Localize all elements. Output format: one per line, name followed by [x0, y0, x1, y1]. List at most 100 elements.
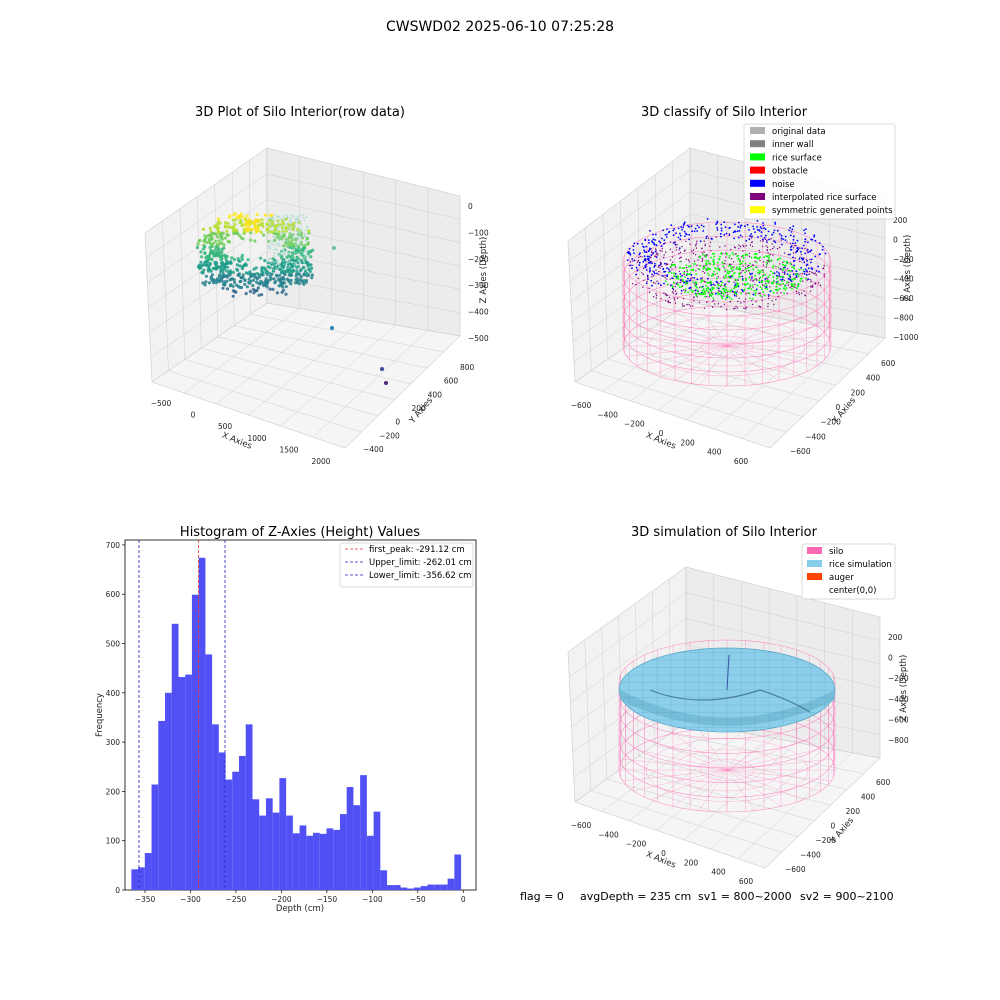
raw-3d-points [195, 212, 388, 385]
classify-interpolated-point [810, 286, 812, 288]
raw-3d-point [300, 226, 303, 229]
classify-rice-surface-point [767, 276, 770, 279]
classify-rice-surface-point [700, 281, 703, 283]
raw-3d-point [260, 293, 264, 297]
classify-rice-surface-point [698, 292, 701, 295]
classify-noise-point [663, 270, 665, 273]
histogram-bar [265, 798, 273, 890]
raw-3d-point [290, 267, 293, 270]
classify-rice-surface-point [706, 268, 709, 271]
raw-3d-point [283, 272, 287, 276]
classify-rice-surface-point [763, 256, 766, 259]
simulation-3d-x-tick-label: −400 [598, 830, 619, 839]
classify-interpolated-point [792, 252, 795, 254]
raw-3d-point [271, 229, 274, 232]
classify-noise-point [773, 240, 775, 243]
histogram-bar [420, 886, 428, 890]
classify-noise-point [639, 252, 641, 255]
classify-interpolated-point [642, 273, 644, 276]
classify-noise-point [792, 273, 795, 276]
classify-rice-surface-point [788, 274, 791, 277]
raw-3d-point [280, 224, 283, 226]
raw-3d-point [273, 236, 276, 238]
raw-3d-point [257, 282, 261, 286]
classify-noise-point [775, 281, 778, 283]
raw-3d-outlier-point [332, 246, 336, 250]
classify-3d-y-tick-label: 400 [866, 374, 881, 383]
raw-3d-point [270, 226, 273, 228]
classify-rice-surface-point [797, 285, 799, 288]
classify-rice-surface-point [704, 254, 707, 256]
classify-noise-point [740, 224, 743, 227]
classify-interpolated-point [809, 258, 811, 261]
classify-rice-surface-point [717, 284, 720, 287]
classify-rice-surface-point [777, 280, 780, 283]
raw-3d-point [281, 266, 285, 270]
classify-interpolated-point [790, 263, 793, 266]
classify-noise-point [666, 228, 668, 231]
histogram-bar [212, 724, 219, 890]
raw-3d-point [216, 235, 220, 239]
classify-interpolated-point [813, 273, 815, 275]
classify-noise-point [815, 270, 818, 272]
classify-rice-surface-point [684, 280, 687, 283]
classify-noise-point [632, 249, 635, 251]
raw-3d-point [260, 281, 264, 285]
raw-3d-point [236, 257, 240, 261]
raw-3d-x-tick-label: 500 [218, 422, 233, 431]
raw-3d-point [270, 223, 272, 226]
raw-3d-point [272, 268, 275, 271]
raw-3d-point [295, 269, 299, 273]
classify-rice-surface-point [701, 289, 704, 292]
classify-noise-point [762, 222, 764, 224]
raw-3d-point [298, 273, 302, 277]
classify-noise-point [756, 228, 759, 231]
simulation-legend-label: center(0,0) [829, 586, 877, 596]
classify-interpolated-point [752, 264, 754, 266]
classify-noise-point [653, 271, 655, 273]
classify-rice-surface-point [690, 289, 692, 292]
simulation-3d-rice-surface [618, 647, 836, 733]
classify-noise-point [804, 232, 806, 235]
classify-interpolated-point [751, 275, 753, 277]
raw-3d-point [306, 262, 310, 266]
classify-interpolated-point [724, 252, 727, 254]
classify-interpolated-point [638, 256, 640, 258]
classify-rice-surface-point [723, 277, 726, 280]
raw-3d-point [278, 273, 282, 277]
classify-interpolated-point [733, 281, 735, 283]
raw-3d-point [203, 245, 207, 249]
classify-noise-point [706, 218, 709, 220]
classify-rice-surface-point [686, 269, 689, 272]
classify-interpolated-point [673, 297, 675, 299]
raw-3d-point [219, 255, 223, 259]
raw-3d-point [294, 251, 297, 254]
classify-interpolated-point [717, 276, 719, 278]
raw-3d-point [290, 260, 292, 263]
raw-3d-outlier-point [380, 367, 384, 371]
classify-noise-point [663, 282, 665, 285]
classify-rice-surface-point [679, 261, 681, 263]
classify-interpolated-point [678, 249, 680, 251]
classify-interpolated-point [719, 290, 721, 293]
classify-interpolated-point [754, 260, 756, 263]
classify-interpolated-point [643, 279, 645, 282]
raw-3d-point [260, 218, 264, 222]
classify-noise-point [638, 261, 641, 264]
classify-noise-point [767, 230, 770, 233]
simulation-3d-y-tick-label: −400 [800, 851, 821, 860]
raw-3d-point [285, 258, 288, 261]
classify-3d-x-tick-label: 0 [659, 429, 664, 438]
classify-rice-surface-point [727, 275, 730, 278]
raw-3d-point [206, 264, 210, 268]
classify-rice-surface-point [698, 256, 701, 259]
raw-3d-point [228, 269, 232, 273]
classify-interpolated-point [762, 245, 764, 248]
classify-rice-surface-point [733, 287, 735, 290]
classify-noise-point [668, 270, 671, 272]
classify-interpolated-point [683, 273, 685, 276]
raw-3d-point [299, 214, 302, 217]
raw-3d-point [215, 227, 220, 231]
classify-noise-point [752, 228, 755, 230]
